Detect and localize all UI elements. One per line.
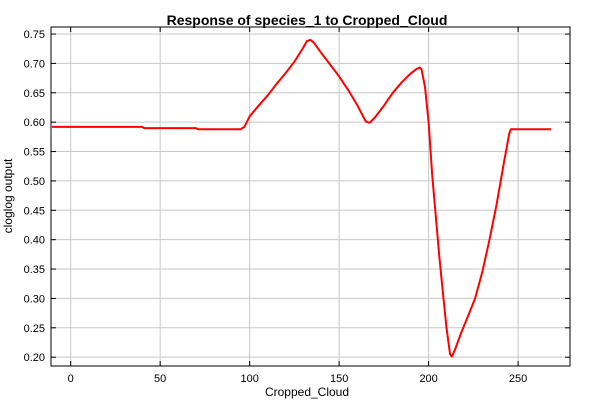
y-tick-label: 0.25 [24,323,45,335]
x-tick-label: 0 [68,373,74,385]
y-tick-label: 0.30 [24,293,45,305]
y-tick-label: 0.65 [24,88,45,100]
y-tick-label: 0.50 [24,176,45,188]
x-tick-label: 150 [330,373,348,385]
x-tick-label: 100 [240,373,258,385]
chart-title: Response of species_1 to Cropped_Cloud [167,12,448,28]
y-tick-label: 0.70 [24,58,45,70]
series-layer [51,38,552,358]
x-tick-label: 200 [419,373,437,385]
axis-ticks: 0 50 100 150 200 250 0.20 0.25 0.30 0.35 0.40 0.45 0… [24,27,570,385]
y-tick-label: 0.45 [24,205,45,217]
y-tick-label: 0.55 [24,147,45,159]
y-tick-label: 0.60 [24,117,45,129]
grid [51,27,570,366]
y-tick-label: 0.35 [24,264,45,276]
response-curve-line [51,38,552,358]
x-tick-label: 250 [509,373,527,385]
x-tick-label: 50 [154,373,166,385]
plot-frame [50,26,571,367]
y-tick-label: 0.75 [24,29,45,41]
y-tick-label: 0.40 [24,235,45,247]
x-axis-label: Cropped_Cloud [265,385,349,399]
y-axis-label: cloglog output [1,158,15,233]
y-tick-label: 0.20 [24,352,45,364]
